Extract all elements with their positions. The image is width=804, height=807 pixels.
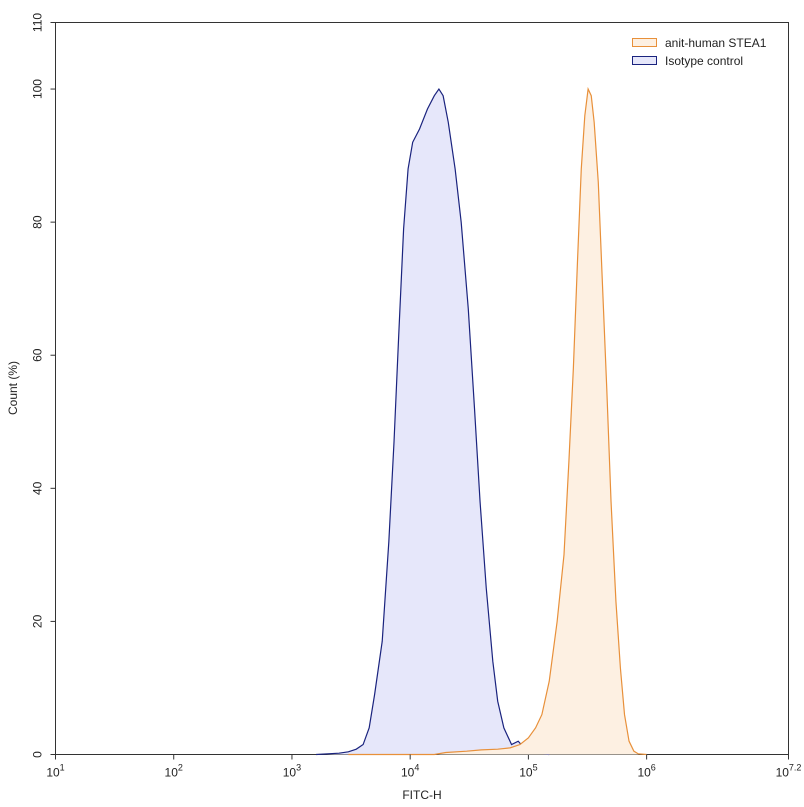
x-tick-label-2: 103 [283,763,301,780]
series-layer [316,86,647,756]
legend: anit-human STEA1 Isotype control [632,36,767,68]
legend-swatch-stea1 [632,38,657,47]
y-tick-label-1: 20 [31,614,45,628]
y-tick-label-4: 80 [31,215,45,229]
series-line-1 [316,87,550,756]
series-line-0 [348,86,647,756]
series-area-1 [316,89,550,755]
series-area-0 [348,89,647,755]
x-axis: 101 102 103 104 105 106 107.2 [46,754,802,780]
y-axis: 0 20 40 60 80 100 110 [31,13,56,758]
legend-swatch-isotype [632,56,657,65]
y-tick-label-5: 100 [31,79,45,99]
legend-label-isotype: Isotype control [665,54,743,68]
x-tick-label-1: 102 [165,763,183,780]
y-tick-label-0: 0 [31,751,45,758]
x-tick-label-3: 104 [401,763,419,780]
y-tick-label-3: 60 [31,348,45,362]
y-tick-label-6: 110 [31,13,45,32]
y-tick-label-2: 40 [31,481,45,495]
x-axis-title: FITC-H [402,788,441,802]
legend-label-stea1: anit-human STEA1 [665,36,767,50]
y-axis-title: Count (%) [6,361,20,415]
x-tick-label-5: 106 [637,763,655,780]
x-tick-label-6: 107.2 [776,763,802,780]
x-tick-label-0: 101 [46,763,64,780]
x-tick-label-4: 105 [519,763,537,780]
